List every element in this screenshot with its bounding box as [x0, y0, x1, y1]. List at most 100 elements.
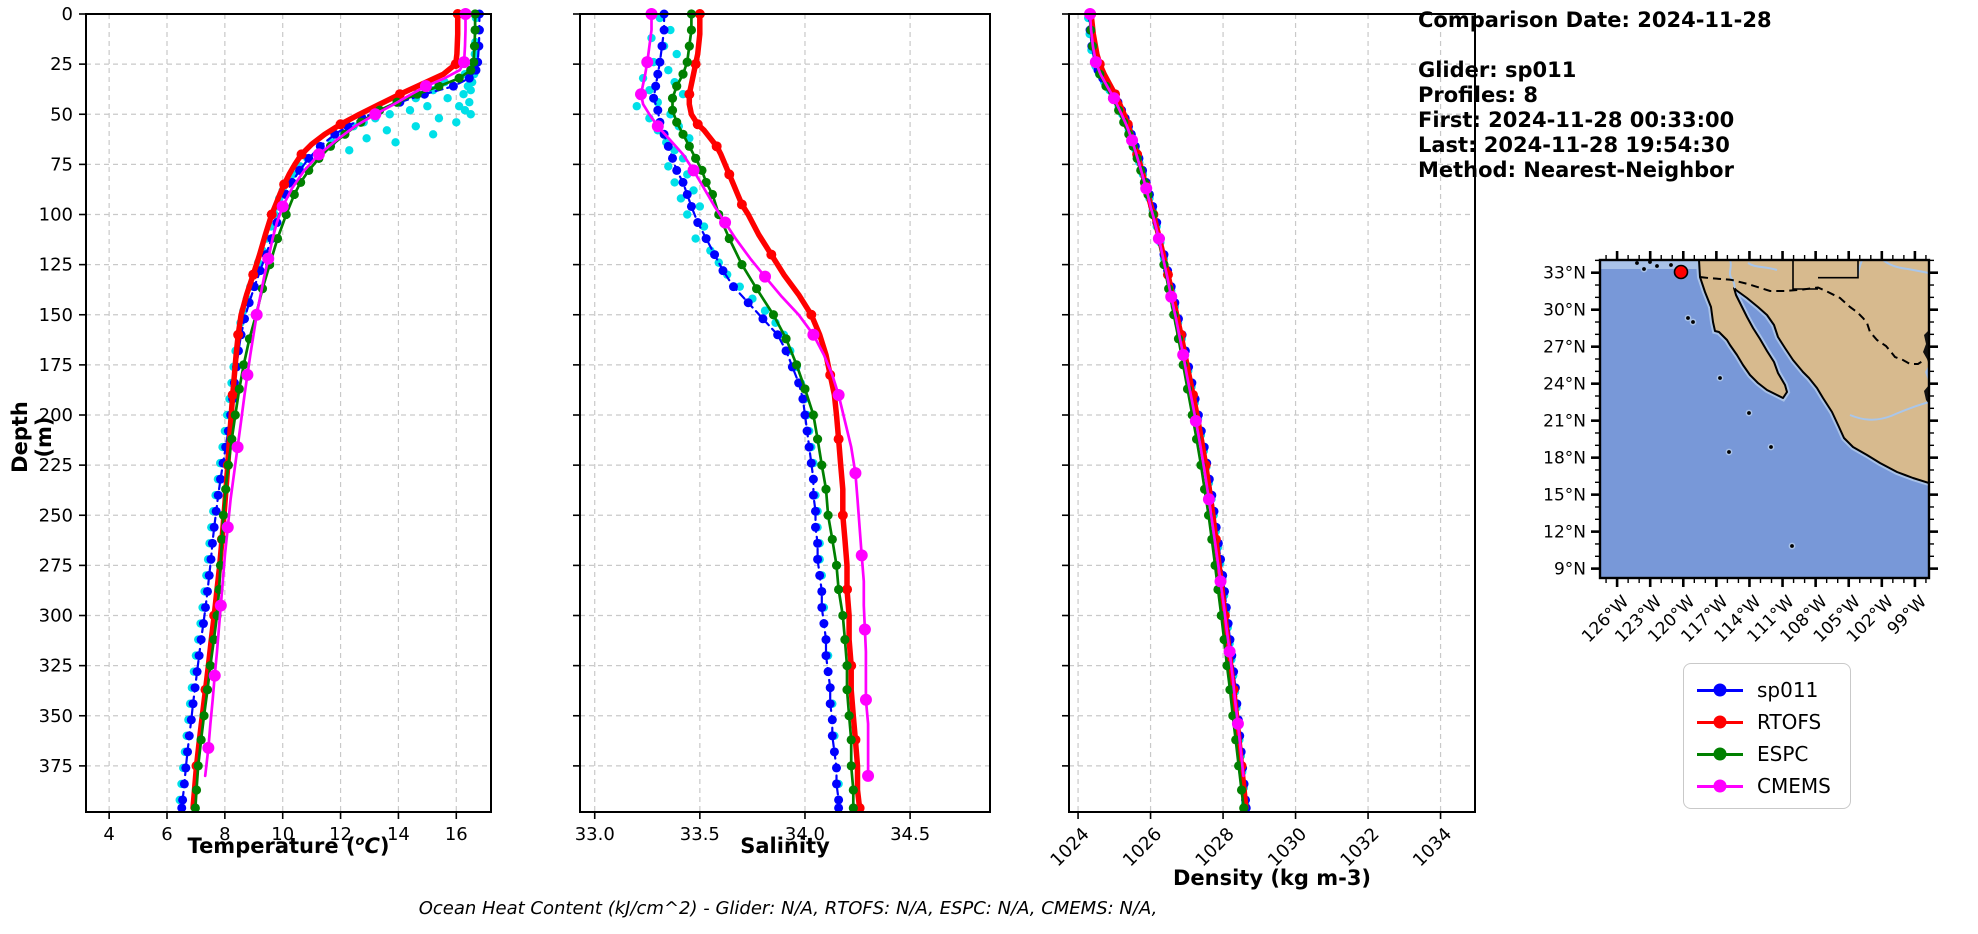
sp011-marker: [827, 731, 837, 741]
sp011-marker: [817, 586, 827, 596]
RTOFS-series: [684, 9, 865, 813]
gridlines: [1069, 14, 1475, 812]
svg-text:50: 50: [50, 104, 73, 125]
comparison-date: Comparison Date: 2024-11-28: [1418, 8, 1772, 32]
svg-text:10: 10: [271, 824, 294, 845]
sp011-marker: [710, 250, 720, 260]
ESPC-marker: [218, 510, 229, 520]
island: [1642, 267, 1646, 271]
ESPC-marker: [701, 177, 711, 188]
CMEMS-marker: [214, 599, 227, 612]
sp011-marker: [192, 667, 202, 677]
ESPC-marker: [691, 153, 701, 163]
svg-text:34.5: 34.5: [890, 824, 930, 845]
CMEMS-marker: [1165, 290, 1178, 303]
sp011-marker: [758, 314, 768, 324]
CMEMS-marker: [312, 148, 325, 161]
island: [1669, 263, 1673, 267]
depth-axis-ticks: [573, 13, 580, 767]
CMEMS-marker: [641, 56, 654, 69]
CMEMS-marker: [1140, 182, 1153, 195]
sp011-marker: [209, 522, 219, 532]
legend-line-icon: [1697, 715, 1743, 729]
svg-text:16: 16: [445, 824, 468, 845]
ESPC-marker: [217, 534, 227, 544]
sp011-marker: [200, 602, 210, 612]
sp011-marker: [701, 234, 711, 244]
RTOFS-line: [686, 11, 863, 811]
plot-border: [1068, 13, 1476, 813]
RTOFS-marker: [837, 510, 848, 521]
sp011-marker: [743, 298, 753, 308]
sp011-marker: [813, 554, 823, 564]
ESPC-marker: [846, 761, 856, 771]
CMEMS-marker: [859, 693, 872, 706]
ESPC-marker: [1225, 685, 1235, 695]
CMEMS-marker: [807, 328, 820, 341]
CMEMS-marker: [208, 669, 221, 682]
svg-text:225: 225: [39, 455, 73, 476]
ESPC-marker: [808, 410, 818, 420]
svg-text:325: 325: [39, 656, 73, 677]
ESPC-marker: [193, 761, 203, 771]
sp011-marker: [178, 795, 188, 805]
RTOFS-marker: [711, 141, 722, 152]
ESPC-line: [671, 12, 855, 810]
sp011-marker: [464, 73, 474, 83]
ESPC-marker: [469, 57, 479, 67]
sp011-marker: [304, 153, 314, 163]
raw-glider-scatter: [1084, 13, 1250, 809]
salinity-profile-chart: 33.0 33.5 34.0 34.5: [573, 8, 991, 845]
sp011-marker: [821, 651, 831, 661]
svg-text:1032: 1032: [1336, 824, 1383, 871]
ESPC-marker: [791, 360, 802, 370]
ESPC-marker: [454, 73, 464, 83]
CMEMS-marker: [276, 200, 289, 213]
CMEMS-marker: [458, 56, 471, 69]
sp011-marker: [448, 81, 458, 91]
river: [1747, 262, 1778, 271]
RTOFS-marker: [335, 119, 346, 130]
RTOFS-marker: [736, 199, 747, 210]
svg-text:4: 4: [103, 824, 114, 845]
legend-item-cmems: CMEMS: [1684, 770, 1850, 802]
sp011-marker: [207, 538, 217, 548]
svg-text:1024: 1024: [1046, 824, 1093, 871]
CMEMS-marker: [202, 741, 215, 754]
gridlines: [580, 14, 990, 812]
CMEMS-marker: [1107, 92, 1120, 105]
x-axis-ticks: 1024 1026 1028 1030 1032 1034: [1046, 812, 1456, 871]
CMEMS-marker: [862, 769, 875, 782]
sp011-series: [1084, 9, 1251, 813]
sp011-marker: [834, 795, 844, 805]
ESPC-marker: [800, 384, 810, 394]
sp011-marker: [216, 474, 226, 484]
salinity-plot-area: 33.0 33.5 34.0 34.5: [573, 8, 991, 845]
ESPC-series: [1085, 9, 1249, 813]
svg-text:24°N: 24°N: [1543, 375, 1586, 395]
svg-text:100: 100: [39, 205, 73, 226]
CMEMS-series: [202, 8, 472, 778]
svg-text:375: 375: [39, 756, 73, 777]
sp011-marker: [657, 41, 667, 51]
CMEMS-marker: [651, 120, 664, 133]
sp011-marker: [829, 747, 839, 757]
island: [1691, 320, 1695, 324]
sp011-marker: [668, 153, 678, 163]
density-axis-label: Density (kg m-3): [1172, 866, 1372, 890]
density-profile-chart: 1024 1026 1028 1030 1032 1034: [1046, 8, 1476, 871]
sp011-marker: [802, 426, 812, 436]
CMEMS-marker: [369, 108, 382, 121]
svg-text:6: 6: [161, 824, 172, 845]
CMEMS-marker: [1089, 56, 1102, 69]
legend-line-icon: [1697, 747, 1743, 761]
ESPC-marker: [827, 534, 837, 544]
svg-text:27°N: 27°N: [1543, 338, 1586, 358]
sp011-marker: [808, 474, 818, 484]
RTOFS-marker: [690, 59, 701, 70]
river: [1849, 401, 1929, 421]
land: [1698, 260, 1929, 484]
svg-text:1028: 1028: [1191, 824, 1238, 871]
svg-text:275: 275: [39, 555, 73, 576]
